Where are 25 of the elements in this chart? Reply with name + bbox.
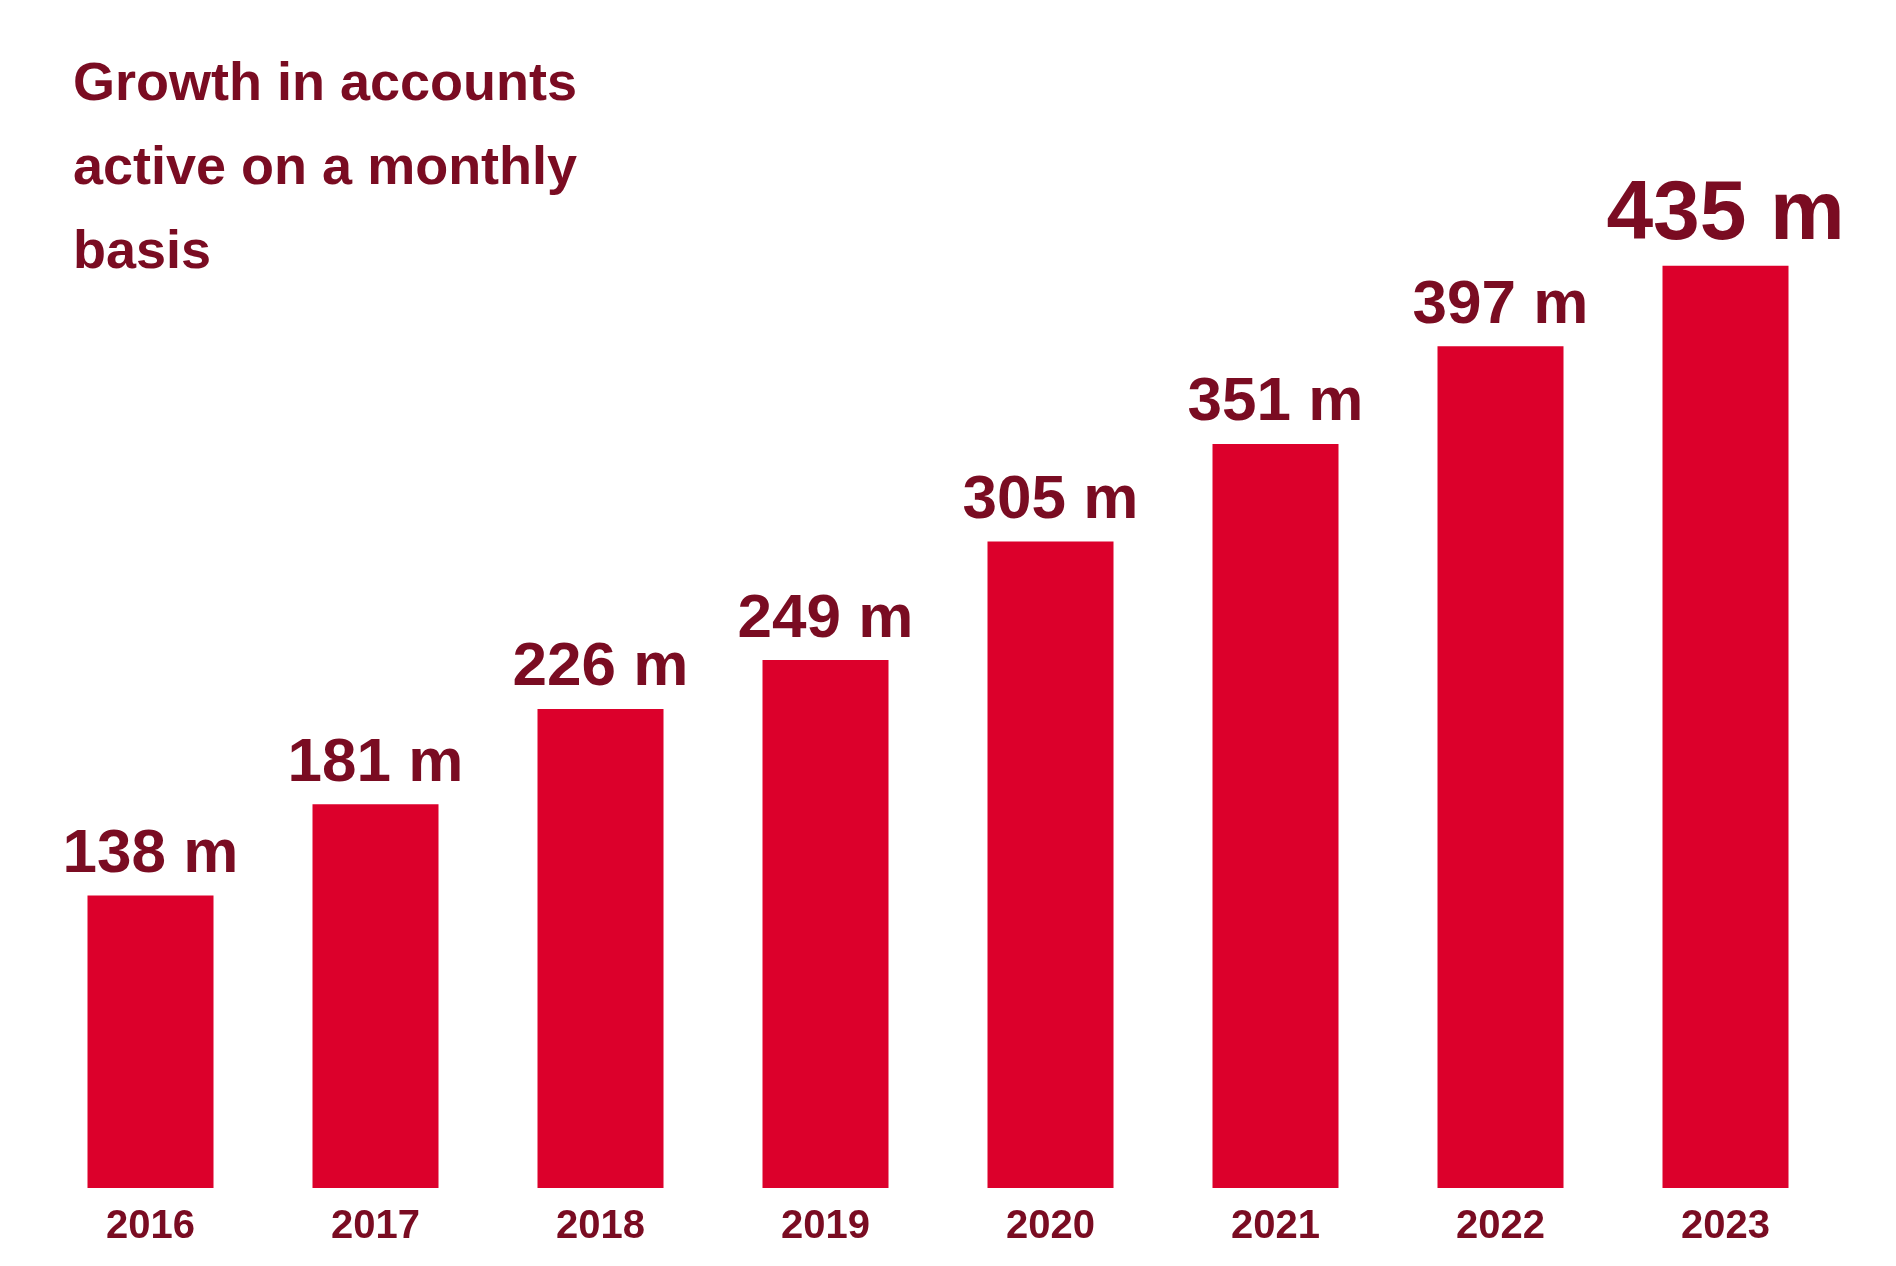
data-label: 351 m xyxy=(1187,364,1364,434)
data-label: 138 m xyxy=(62,815,239,885)
data-label: 305 m xyxy=(962,461,1139,531)
x-tick-label: 2017 xyxy=(331,1202,420,1246)
data-label: 435 m xyxy=(1606,162,1845,257)
bar xyxy=(87,895,214,1188)
x-tick-label: 2020 xyxy=(1006,1202,1095,1246)
bar xyxy=(1662,265,1789,1188)
bar xyxy=(762,660,889,1188)
bar xyxy=(1437,346,1564,1188)
x-tick-label: 2023 xyxy=(1681,1202,1770,1246)
data-label: 181 m xyxy=(287,724,464,794)
bar xyxy=(312,804,439,1188)
bar xyxy=(1212,443,1339,1188)
chart-title: Growth in accounts active on a monthly basis xyxy=(73,51,593,279)
bar xyxy=(537,708,664,1188)
data-label: 397 m xyxy=(1412,266,1589,336)
x-tick-label: 2019 xyxy=(781,1202,870,1246)
x-tick-label: 2022 xyxy=(1456,1202,1545,1246)
data-label: 249 m xyxy=(737,580,914,650)
bar xyxy=(987,541,1114,1188)
x-tick-label: 2016 xyxy=(106,1202,195,1246)
x-tick-label: 2021 xyxy=(1231,1202,1320,1246)
x-tick-label: 2018 xyxy=(556,1202,645,1246)
data-label: 226 m xyxy=(512,629,689,699)
